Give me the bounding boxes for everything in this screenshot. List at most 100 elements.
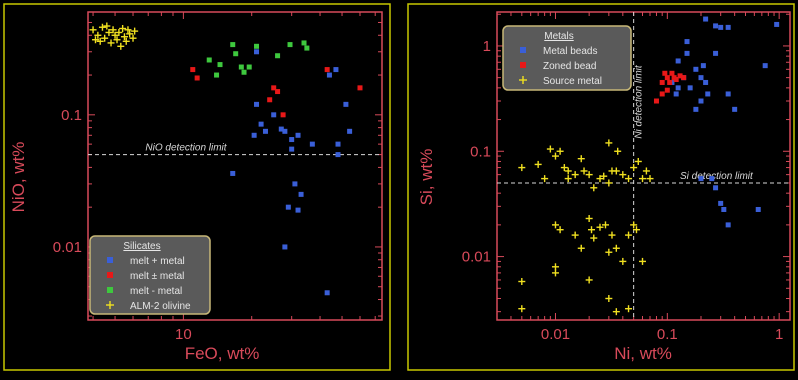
si-axis-box <box>496 11 791 321</box>
si-legend-label-metal-beads: Metal beads <box>543 46 597 57</box>
si-source-metal-point <box>612 308 620 316</box>
nio-melt-metal-point <box>275 53 281 59</box>
si-source-metal-point <box>639 257 647 265</box>
nio-alm-2-olivine-point <box>109 26 117 34</box>
si-source-metal-point <box>630 221 638 229</box>
si-source-metal-point <box>601 221 609 229</box>
si-metal-beads-point <box>755 206 761 212</box>
nio-legend-label-melt-metal: melt - metal <box>130 286 182 297</box>
si-metal-beads-point <box>703 79 709 85</box>
si-metal-beads-point <box>774 21 780 27</box>
nio-alm-2-olivine-point <box>96 37 104 45</box>
si-zoned-bead-point <box>659 91 665 97</box>
si-x-axis-label: Ni, wt% <box>614 344 672 363</box>
nio-melt-metal-point <box>190 67 196 73</box>
si-metal-beads-point <box>698 98 704 104</box>
nio-alm-2-olivine-point <box>105 28 113 36</box>
si-ni-detection-limit-label: Ni detection limit <box>634 64 645 139</box>
si-metal-beads-point <box>693 106 699 112</box>
nio-melt-metal-point <box>289 137 295 143</box>
nio-legend-swatch-melt-metal <box>107 257 113 263</box>
nio-alm-2-olivine-point <box>131 27 139 35</box>
si-source-metal-point <box>556 147 564 155</box>
si-source-metal-point <box>590 184 598 192</box>
nio-melt-metal-point <box>287 42 293 48</box>
si-source-metal-point <box>518 164 526 172</box>
si-zoned-bead-point <box>664 75 670 81</box>
si-series-metal-beads <box>669 16 780 228</box>
si-y-axis-label: Si, wt% <box>417 149 436 206</box>
nio-melt-metal-point <box>335 152 341 158</box>
nio-melt-metal-point <box>343 101 349 107</box>
nio-legend-label-melt-metal: melt + metal <box>130 256 185 267</box>
nio-melt-metal-point <box>326 72 332 78</box>
si-source-metal-point <box>612 167 620 175</box>
si-source-metal-point <box>632 226 640 234</box>
nio-alm-2-olivine-point <box>119 25 127 33</box>
si-metal-beads-point <box>684 39 690 45</box>
si-source-metal-point <box>556 226 564 234</box>
si-source-metal-point <box>571 171 579 179</box>
nio-series-melt-metal <box>206 40 310 78</box>
si-source-metal-point <box>571 231 579 239</box>
nio-legend-swatch-alm-2-olivine <box>106 301 114 309</box>
nio-melt-metal-point <box>254 43 260 49</box>
si-source-metal-point <box>551 269 559 277</box>
si-x-tick-label: 0.01 <box>541 326 570 343</box>
si-source-metal-point <box>614 147 622 155</box>
nio-melt-metal-point <box>282 128 288 134</box>
nio-melt-metal-point <box>289 146 295 152</box>
si-source-metal-point <box>551 221 559 229</box>
si-metal-beads-point <box>703 16 709 22</box>
nio-melt-metal-point <box>324 290 330 296</box>
nio-alm-2-olivine-point <box>103 22 111 30</box>
nio-melt-metal-point <box>217 62 223 68</box>
si-metal-beads-point <box>721 206 727 212</box>
nio-alm-2-olivine-point <box>122 37 130 45</box>
nio-melt-metal-point <box>292 181 298 187</box>
nio-melt-metal-point <box>258 121 264 127</box>
si-source-metal-point <box>564 175 572 183</box>
si-source-metal-point <box>560 164 568 172</box>
si-x-tick-label: 1 <box>775 326 783 343</box>
si-legend-swatch-zoned-bead <box>520 62 526 68</box>
si-x-tick-label: 0.1 <box>657 326 678 343</box>
si-zoned-bead-point <box>662 70 668 76</box>
si-metal-beads-point <box>684 50 690 56</box>
si-si-detection-limit-label: Si detection limit <box>680 171 754 182</box>
nio-axis-box <box>87 11 383 321</box>
nio-melt-metal-point <box>357 85 363 91</box>
nio-melt-metal-point <box>301 40 307 46</box>
si-metal-beads-point <box>713 50 719 56</box>
si-legend-swatch-source-metal <box>519 76 527 84</box>
si-source-metal-point <box>534 160 542 168</box>
si-source-metal-point <box>551 152 559 160</box>
si-source-metal-point <box>619 171 627 179</box>
nio-alm-2-olivine-point <box>98 23 106 31</box>
nio-alm-2-olivine-point <box>111 31 119 39</box>
si-source-metal-point <box>646 175 654 183</box>
si-legend: Metals Metal beads Zoned bead Source metal <box>502 25 632 91</box>
nio-alm-2-olivine-point <box>89 26 97 34</box>
nio-alm-2-olivine-point <box>91 36 99 44</box>
si-source-metal-point <box>634 157 642 165</box>
si-source-metal-point <box>625 231 633 239</box>
nio-melt-metal-point <box>254 49 260 55</box>
nio-series-melt-metal <box>230 49 353 296</box>
nio-plot-area: 10 0.01 0.1 NiO detection limit Silicates mel… <box>53 11 383 343</box>
nio-x-axis-label: FeO, wt% <box>185 344 260 363</box>
si-source-metal-point <box>585 276 593 284</box>
nio-legend-label-alm-2-olivine: ALM-2 olivine <box>130 301 191 312</box>
si-source-metal-point <box>541 175 549 183</box>
si-metal-beads-point <box>693 66 699 72</box>
nio-melt-metal-point <box>241 69 247 75</box>
nio-melt-metal-point <box>230 42 236 48</box>
nio-melt-metal-point <box>271 112 277 118</box>
si-metal-beads-point <box>713 185 719 191</box>
nio-x-tick-label: 10 <box>175 326 192 343</box>
si-metal-beads-point <box>700 63 706 69</box>
si-vs-ni-panel: 0.01 0.1 1 0.01 0.1 1 Si detection limit Ni det… <box>407 3 795 371</box>
si-metal-beads-point <box>725 91 731 97</box>
nio-series-alm-2-olivine <box>89 22 139 50</box>
